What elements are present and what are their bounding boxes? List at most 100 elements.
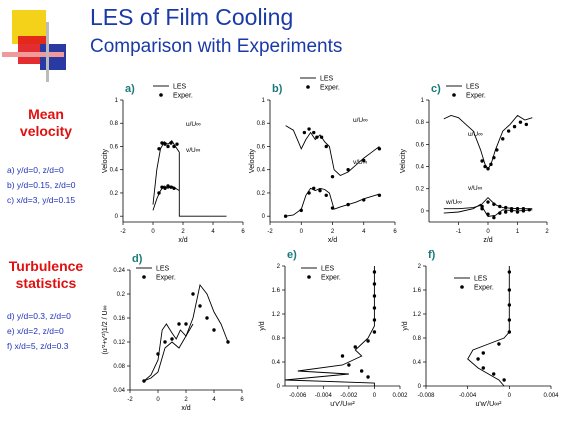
exper-data-point	[486, 212, 490, 216]
exper-data-point	[481, 351, 485, 355]
y-tick-label: 0.16	[113, 316, 125, 322]
panel-letter: b)	[272, 83, 283, 95]
turb-heading-line-1: Turbulence	[8, 258, 84, 274]
y-tick-label: 1.6	[413, 288, 422, 294]
exper-data-point	[483, 164, 487, 169]
exper-data-point	[527, 208, 531, 212]
curve-annotation: v/U∞	[186, 147, 201, 154]
mean-heading-line-1: Mean	[28, 106, 64, 122]
y-tick-label: 0.8	[257, 121, 266, 127]
exper-data-point	[515, 206, 520, 211]
mean-velocity-heading: Mean velocity	[12, 106, 80, 140]
chart-panel-e: -0.006 -0.004 -0.002 0 0.002 0 0.4 0.8 1.2 1.6 2 u'…	[259, 249, 408, 408]
y-tick-label: 0.2	[257, 191, 266, 197]
x-axis-label: x/d	[328, 237, 337, 244]
exper-data-point	[366, 339, 370, 343]
legend-marker-swatch	[452, 93, 456, 97]
exper-data-point	[377, 147, 382, 151]
exper-data-point	[157, 191, 161, 195]
y-tick-label: 0.8	[413, 336, 422, 342]
y-axis-label: (u'²+v'²)1/2 / U∞	[102, 305, 109, 354]
chart-panel-c: -1 0 1 2 0 0.2 0.4 0.6 0.8 1 z/d Velocity c) LES Exper…	[400, 83, 549, 244]
x-tick-label: 1	[516, 229, 520, 235]
exper-data-point	[353, 345, 357, 349]
y-tick-label: 2	[277, 264, 281, 270]
exper-data-point	[184, 322, 188, 326]
turbulence-statistics-list: d) y/d=0.3, z/d=0 e) x/d=2, z/d=0 f) x/d…	[7, 309, 71, 354]
exper-data-point	[518, 120, 523, 124]
x-tick-label: -0.006	[289, 393, 307, 399]
x-tick-label: 4	[362, 229, 366, 235]
exper-data-point	[307, 127, 311, 131]
page-subtitle: Comparison with Experiments	[90, 36, 343, 57]
exper-data-point	[366, 375, 370, 379]
curve-annotation: u/U∞	[353, 117, 368, 124]
panel-letter: f)	[428, 249, 436, 261]
exper-data-point	[507, 318, 512, 322]
list-item: b) y/d=0.15, z/d=0	[7, 180, 76, 190]
exper-data-point	[163, 142, 167, 146]
exper-data-point	[166, 144, 170, 149]
exper-data-point	[169, 185, 173, 189]
y-tick-label: 0.4	[257, 168, 266, 174]
exper-data-point	[372, 318, 377, 322]
exper-data-point	[498, 204, 502, 209]
mean-velocity-list: a) y/d=0, z/d=0 b) y/d=0.15, z/d=0 c) x/…	[7, 163, 76, 208]
exper-data-point	[507, 288, 512, 292]
y-tick-label: 1	[115, 98, 119, 104]
x-axis-label: u'w'/U∞²	[476, 401, 503, 408]
exper-data-point	[486, 200, 490, 204]
y-tick-label: 0.8	[110, 121, 119, 127]
x-tick-label: 0	[508, 393, 512, 399]
curve-annotation: v/U∞	[468, 185, 483, 192]
chart-panel-f: -0.008 -0.004 0 0.004 0 0.4 0.8 1.2 1.6 2 u'w'/U∞²…	[402, 249, 559, 408]
x-tick-label: -2	[267, 229, 273, 235]
exper-data-point	[283, 214, 288, 218]
exper-data-point	[160, 185, 164, 189]
x-tick-label: 6	[240, 397, 244, 403]
legend-label-exper: Exper.	[321, 275, 341, 282]
list-item: a) y/d=0, z/d=0	[7, 165, 64, 175]
les-series-line	[285, 187, 380, 217]
exper-data-point	[205, 316, 209, 320]
turb-heading-line-2: statistics	[15, 275, 77, 291]
exper-data-point	[509, 209, 514, 213]
y-tick-label: 0.6	[110, 144, 119, 150]
x-tick-label: 0	[373, 393, 377, 399]
exper-data-point	[166, 184, 170, 188]
x-tick-label: 6	[241, 229, 245, 235]
legend-label-exper: Exper.	[156, 275, 176, 282]
exper-data-point	[319, 135, 324, 139]
x-tick-label: 0	[486, 229, 490, 235]
legend-label-les: LES	[466, 84, 480, 91]
x-tick-label: -0.008	[417, 393, 435, 399]
x-tick-label: 0	[156, 397, 160, 403]
x-tick-label: 4	[211, 229, 215, 235]
chart-panel-a: -2 0 2 4 6 0 0.2 0.4 0.6 0.8 1 x/d Velocity a) LES Expe…	[102, 83, 245, 244]
curve-annotation: u/U∞	[186, 121, 201, 128]
exper-data-point	[346, 202, 350, 207]
y-axis-label: Velocity	[249, 148, 256, 173]
x-axis-label: x/d	[178, 237, 187, 244]
exper-data-point	[324, 193, 328, 197]
exper-data-point	[359, 369, 364, 373]
y-tick-label: 0.04	[113, 388, 125, 394]
exper-data-point	[157, 147, 161, 151]
y-tick-label: 0	[115, 214, 119, 220]
exper-data-point	[372, 282, 377, 286]
exper-data-point	[172, 186, 176, 191]
x-tick-label: 0	[300, 229, 304, 235]
legend-label-exper: Exper.	[320, 85, 340, 92]
exper-data-point	[492, 155, 496, 160]
y-tick-label: 0.8	[416, 120, 425, 126]
exper-data-point	[521, 209, 526, 213]
y-tick-label: 0.4	[110, 168, 119, 174]
exper-data-point	[318, 188, 322, 193]
list-item: e) x/d=2, z/d=0	[7, 326, 64, 336]
list-item: c) x/d=3, y/d=0.15	[7, 195, 76, 205]
y-tick-label: 0.08	[113, 364, 125, 370]
les-series-line	[284, 266, 375, 386]
legend-label-exper: Exper.	[466, 93, 486, 100]
exper-data-point	[163, 340, 167, 344]
x-axis-label: x/d	[181, 405, 190, 412]
